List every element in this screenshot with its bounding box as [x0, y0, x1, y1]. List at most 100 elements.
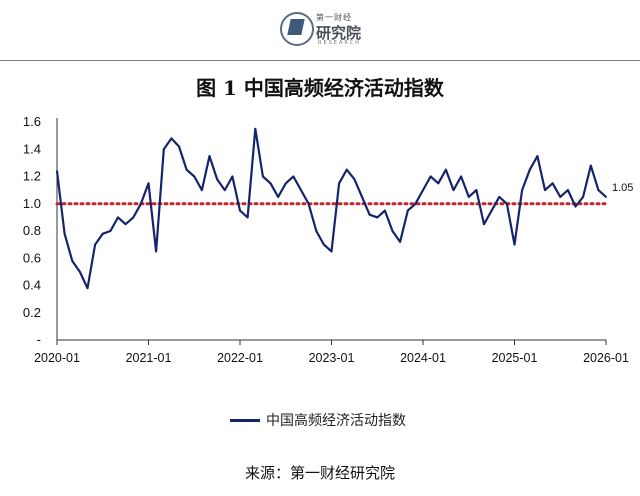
data-point	[399, 241, 402, 243]
y-tick-label: 0.8	[23, 223, 41, 238]
y-tick-label: 0.4	[23, 278, 41, 293]
data-point	[475, 189, 478, 192]
data-point	[330, 250, 333, 253]
data-point	[483, 223, 485, 226]
data-point	[582, 196, 585, 198]
data-point	[208, 155, 211, 157]
chart-legend: 中国高频经济活动指数	[230, 410, 406, 430]
logo-top-text: 第一财经	[316, 13, 352, 22]
data-point	[147, 182, 150, 185]
data-point	[94, 243, 97, 246]
data-point	[78, 270, 81, 273]
data-point	[284, 182, 287, 185]
x-tick-label: 2020-01	[34, 351, 80, 365]
data-point	[528, 168, 531, 171]
series-line	[55, 127, 607, 290]
data-point	[422, 189, 424, 192]
y-tick-label: 1.6	[23, 114, 41, 129]
logo-mark-icon	[280, 12, 314, 46]
data-point	[536, 155, 539, 157]
data-point	[132, 216, 135, 219]
y-tick-label: 1.0	[23, 196, 41, 211]
x-tick-label: 2024-01	[400, 351, 446, 365]
data-point	[223, 189, 226, 192]
data-point	[246, 216, 249, 219]
data-point	[277, 196, 280, 198]
data-point	[117, 216, 119, 219]
data-point	[345, 168, 348, 171]
data-point	[589, 164, 592, 167]
data-point	[185, 168, 188, 171]
data-point	[307, 202, 310, 205]
y-tick-label: 0.6	[23, 250, 41, 265]
data-point	[178, 145, 180, 148]
data-point	[254, 127, 257, 130]
x-tick-label: 2023-01	[309, 351, 355, 365]
end-value-label: 1.05	[612, 182, 633, 194]
data-point	[139, 202, 142, 205]
data-point	[124, 223, 127, 226]
x-tick-label: 2021-01	[126, 351, 172, 365]
data-point	[170, 137, 173, 140]
legend-swatch	[230, 418, 260, 422]
data-point	[193, 175, 196, 178]
x-tick-label: 2025-01	[492, 351, 538, 365]
logo-sub-text: RESEARCH	[318, 40, 361, 46]
brand-logo: 第一财经 研究院 RESEARCH	[276, 8, 368, 50]
data-point	[63, 232, 66, 235]
data-point	[300, 189, 302, 192]
data-point	[574, 205, 577, 208]
data-point	[376, 216, 379, 219]
data-point	[269, 182, 272, 185]
data-point	[368, 213, 371, 216]
data-point	[544, 189, 546, 192]
header-divider	[0, 60, 640, 61]
data-point	[566, 189, 569, 192]
x-tick-label: 2022-01	[217, 351, 263, 365]
data-point	[162, 148, 165, 151]
data-point	[155, 250, 158, 253]
data-point	[452, 189, 455, 192]
y-tick-label: 1.2	[23, 169, 41, 184]
data-point	[216, 178, 219, 181]
data-point	[231, 175, 234, 178]
data-point	[467, 196, 470, 198]
data-point	[605, 196, 607, 198]
data-point	[315, 230, 318, 232]
data-point	[71, 260, 74, 262]
data-point	[551, 182, 554, 185]
data-point	[414, 202, 417, 205]
data-point	[56, 170, 58, 172]
data-point	[86, 287, 89, 290]
data-point	[460, 175, 463, 178]
y-tick-label: -	[37, 332, 41, 347]
figure-title: 图 1 中国高频经济活动指数	[196, 76, 444, 100]
data-point	[505, 202, 508, 205]
data-point	[292, 175, 295, 178]
data-point	[383, 209, 386, 212]
data-point	[559, 196, 562, 198]
data-point	[437, 182, 440, 185]
data-point	[521, 189, 524, 192]
data-point	[109, 230, 112, 232]
y-tick-label: 1.4	[23, 141, 41, 156]
data-point	[322, 243, 325, 246]
logo-main-text: 研究院	[316, 24, 362, 42]
data-point	[490, 209, 493, 212]
data-point	[200, 189, 203, 192]
data-point	[513, 243, 516, 246]
data-point	[498, 196, 501, 198]
source-note: 来源：第一财经研究院	[244, 464, 395, 482]
data-point	[406, 209, 409, 212]
legend-label: 中国高频经济活动指数	[266, 413, 406, 429]
data-point	[429, 175, 432, 178]
data-point	[597, 189, 600, 192]
data-point	[353, 178, 356, 181]
data-point	[391, 230, 394, 232]
line-chart: - 0.2 0.4 0.6 0.8 1.0 1.2 1.4 1.6 2020-01 2021-01 2…	[23, 114, 634, 365]
data-point	[101, 232, 104, 235]
y-tick-label: 0.2	[23, 305, 41, 320]
data-point	[239, 209, 241, 212]
data-point	[338, 182, 341, 185]
data-point	[444, 168, 447, 171]
